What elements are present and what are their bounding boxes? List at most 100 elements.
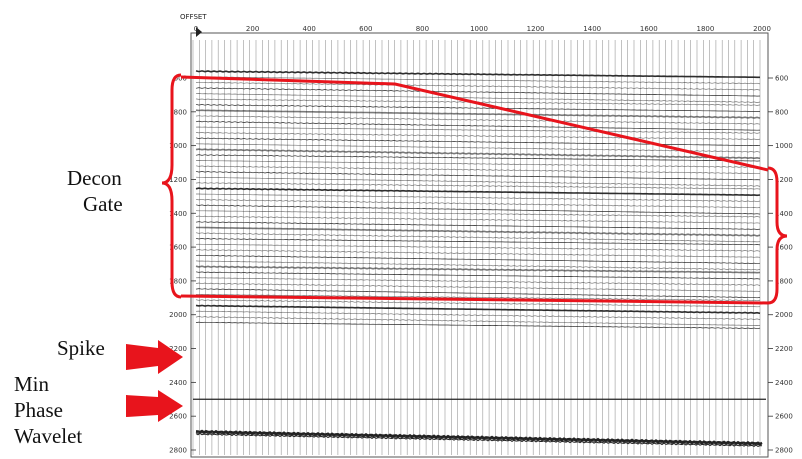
- reflector-event: [195, 115, 761, 125]
- reflector-event: [195, 293, 761, 302]
- offset-tick-label: 1000: [470, 25, 488, 33]
- reflector-events: [193, 70, 766, 400]
- offset-tick-label: 1800: [696, 25, 714, 33]
- reflector-event: [195, 299, 761, 308]
- reflector-event: [195, 137, 761, 147]
- offset-tick-label: 800: [416, 25, 429, 33]
- time-tick-label-left: 1800: [169, 277, 187, 285]
- time-tick-label-left: 1600: [169, 244, 187, 252]
- offset-tick-label: 2000: [753, 25, 771, 33]
- reflector-event: [195, 148, 761, 160]
- offset-tick-label: 0: [194, 25, 198, 33]
- time-tick-label-left: 1000: [169, 142, 187, 150]
- wavelet-trace: [195, 431, 763, 446]
- reflector-event: [195, 143, 761, 153]
- time-tick-label-right: 2000: [775, 311, 793, 319]
- time-tick-label-left: 1400: [169, 210, 187, 218]
- reflector-event: [196, 193, 761, 203]
- offset-tick-label: 1200: [527, 25, 545, 33]
- reflector-event: [195, 249, 761, 258]
- reflector-event: [195, 81, 761, 91]
- reflector-event: [195, 316, 761, 326]
- decon-gate-label-line1: Decon: [67, 166, 122, 190]
- decon-gate-top-boundary: [180, 75, 769, 172]
- offset-tick-label: 1400: [583, 25, 601, 33]
- reflector-event: [195, 265, 761, 274]
- offset-tick-label: 1600: [640, 25, 658, 33]
- reflector-event: [195, 120, 761, 131]
- time-tick-label-left: 2200: [169, 345, 187, 353]
- time-tick-label-right: 800: [775, 108, 788, 116]
- time-tick-label-right: 1200: [775, 176, 793, 184]
- decon-gate-right-brace: [767, 166, 788, 305]
- time-tick-label-left: 600: [174, 75, 187, 83]
- time-tick-label-right: 1400: [775, 210, 793, 218]
- offset-axis-title: OFFSET: [180, 13, 207, 21]
- reflector-event: [195, 260, 761, 271]
- time-tick-label-right: 1000: [775, 142, 793, 150]
- reflector-event: [195, 254, 761, 265]
- time-tick-label-left: 800: [174, 108, 187, 116]
- reflector-event: [195, 154, 761, 162]
- reflector-event: [195, 160, 761, 168]
- reflector-event: [195, 321, 761, 330]
- time-tick-label-left: 2600: [169, 413, 187, 421]
- offset-tick-label: 400: [303, 25, 316, 33]
- reflector-event: [195, 277, 761, 286]
- decon-gate-label-line2: Gate: [83, 192, 123, 216]
- min-phase-arrow-icon: [126, 390, 183, 422]
- time-tick-label-right: 2400: [775, 379, 793, 387]
- reflector-event: [195, 210, 761, 218]
- reflector-event: [195, 109, 761, 119]
- time-tick-label-left: 2000: [169, 311, 187, 319]
- wavelet-trace: [195, 429, 763, 446]
- reflector-event: [195, 198, 761, 209]
- time-tick-label-left: 1200: [169, 176, 187, 184]
- time-tick-label-right: 2200: [775, 345, 793, 353]
- offset-axis-ticks: 0 200 400 600 800 1000 1200 1400 1600 1800 2000: [194, 25, 771, 33]
- time-tick-label-left: 2400: [169, 379, 187, 387]
- reflector-event: [196, 226, 761, 237]
- reflector-event: [195, 304, 761, 315]
- reflector-event: [195, 182, 761, 190]
- reflector-event: [195, 204, 761, 215]
- reflector-event: [195, 215, 761, 224]
- reflector-event: [195, 282, 761, 292]
- time-axis-right: 600 800 1000 1200 1400 1600 1800 2000 2200 2400 26…: [768, 75, 793, 455]
- reflector-event: [195, 243, 761, 252]
- decon-gate-left-brace: [161, 73, 182, 299]
- spike-label: Spike: [57, 335, 105, 361]
- min-phase-label-line3: Wavelet: [14, 424, 83, 448]
- reflector-event: [195, 126, 761, 134]
- reflector-event: [195, 187, 761, 197]
- time-tick-label-right: 2800: [775, 447, 793, 455]
- reflector-event: [195, 93, 761, 103]
- reflector-event: [195, 70, 760, 79]
- min-phase-label-line1: Min: [14, 372, 50, 396]
- offset-tick-label: 200: [246, 25, 259, 33]
- reflector-event: [195, 232, 761, 243]
- decon-gate-label: Decon Gate: [67, 165, 123, 217]
- time-axis-left: 600 800 1000 1200 1400 1600 1800 2000 2200 2400 26…: [169, 75, 196, 455]
- reflector-event: [195, 132, 761, 140]
- time-tick-label-left: 2800: [169, 447, 187, 455]
- time-tick-label-right: 1600: [775, 244, 793, 252]
- trace-grid: [192, 40, 761, 455]
- wavelet-trace: [195, 432, 763, 447]
- reflector-event: [195, 165, 761, 175]
- time-tick-label-right: 2600: [775, 413, 793, 421]
- reflector-event: [195, 310, 761, 320]
- offset-origin-marker-icon: [196, 27, 202, 37]
- reflector-event: [195, 103, 761, 112]
- min-phase-label-line2: Phase: [14, 398, 63, 422]
- reflector-event: [195, 271, 761, 280]
- time-tick-label-right: 600: [775, 75, 788, 83]
- reflector-event: [195, 288, 761, 299]
- reflector-event: [195, 87, 761, 97]
- time-tick-label-right: 1800: [775, 277, 793, 285]
- reflector-event: [195, 237, 761, 246]
- offset-tick-label: 600: [359, 25, 372, 33]
- spike-label-text: Spike: [57, 336, 105, 360]
- reflector-event: [195, 170, 761, 181]
- decon-gate-bottom-boundary: [180, 294, 769, 305]
